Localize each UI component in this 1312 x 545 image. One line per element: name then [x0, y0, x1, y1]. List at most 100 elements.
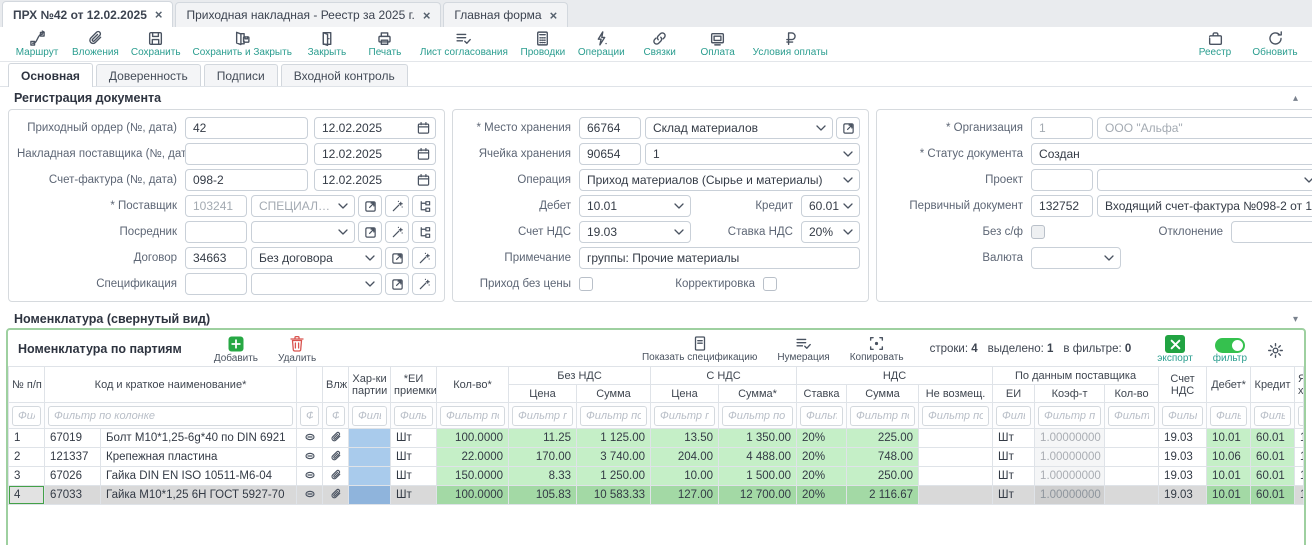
collapse-up-icon[interactable]: ▴ — [1292, 92, 1298, 104]
column-filter-input[interactable] — [1254, 405, 1292, 426]
credit-cell[interactable]: 60.01 — [1250, 447, 1296, 467]
column-filter-input[interactable] — [1108, 405, 1156, 426]
column-filter-input[interactable] — [512, 405, 574, 426]
column-filter-input[interactable] — [48, 405, 294, 426]
item-name-cell[interactable]: Болт М10*1,25-6g*40 по DIN 6921 — [99, 428, 298, 448]
copy-button[interactable]: Копировать — [840, 335, 914, 363]
vat-account-cell[interactable]: 19.03 — [1158, 466, 1208, 486]
supplier-qty-cell[interactable] — [1104, 447, 1160, 467]
col-header-vlzh[interactable]: Влж — [322, 366, 350, 403]
unit-cell[interactable]: Шт — [390, 428, 438, 448]
credit-cell[interactable]: 60.01 — [1250, 428, 1296, 448]
item-name-cell[interactable]: Крепежная пластина — [99, 447, 298, 467]
column-filter-input[interactable] — [326, 405, 346, 426]
schet-faktura-date-input[interactable] — [314, 169, 436, 191]
non-refund-cell[interactable] — [918, 466, 994, 486]
vat-account-select[interactable]: 19.03 — [579, 221, 691, 243]
open-record-button[interactable] — [385, 273, 409, 295]
debit-cell[interactable]: 10.01 — [1206, 466, 1252, 486]
vat-rate-cell[interactable]: 20% — [796, 428, 848, 448]
debit-select[interactable]: 10.01 — [579, 195, 691, 217]
column-filter-input[interactable] — [440, 405, 506, 426]
vat-account-cell[interactable]: 19.03 — [1158, 428, 1208, 448]
toggle-on-icon[interactable] — [1214, 337, 1245, 353]
закрыть-button[interactable]: Закрыть — [300, 29, 354, 59]
table-row[interactable]: 4 67033 Гайка М10*1,25 6Н ГОСТ 5927-70 Шт 10… — [8, 485, 1304, 505]
price-vat-cell[interactable]: 13.50 — [650, 428, 720, 448]
col-header-harki[interactable]: Хар-ки партии — [348, 366, 392, 403]
window-tab-0[interactable]: ПРХ №42 от 12.02.2025 × — [2, 1, 174, 27]
numbering-button[interactable]: Нумерация — [767, 335, 839, 363]
column-filter-input[interactable] — [12, 405, 41, 426]
обновить-button[interactable]: Обновить — [1248, 29, 1302, 59]
row-link-cell[interactable] — [296, 447, 324, 467]
specification-code-input[interactable] — [185, 273, 247, 295]
calendar-icon[interactable] — [417, 147, 430, 161]
supplier-select[interactable]: СПЕЦИАЛЬНЫЕ МАТЕРИАЛЫ ООО — [251, 195, 355, 217]
маршрут-button[interactable]: Маршрут — [10, 29, 64, 59]
open-record-button[interactable] — [385, 247, 409, 269]
form-tab-1[interactable]: Доверенность — [95, 64, 201, 86]
no-invoice-checkbox[interactable] — [1031, 225, 1046, 239]
attachment-cell[interactable] — [322, 428, 350, 448]
supplier-unit-cell[interactable]: Шт — [992, 466, 1036, 486]
лист-согласования-button[interactable]: Лист согласования — [416, 29, 512, 59]
item-name-cell[interactable]: Гайка М10*1,25 6Н ГОСТ 5927-70 — [99, 485, 298, 505]
col-header-yacheyka[interactable]: Ячейка хранения — [1294, 366, 1304, 403]
close-icon[interactable]: × — [422, 7, 431, 23]
col-header-kolvo[interactable]: Кол-во* — [436, 366, 510, 403]
sum-novat-cell[interactable]: 10 583.33 — [576, 485, 652, 505]
sum-vat-cell[interactable]: 12 700.00 — [718, 485, 798, 505]
storage-place-code-input[interactable] — [579, 117, 641, 139]
unit-cell[interactable]: Шт — [390, 466, 438, 486]
quantity-cell[interactable]: 22.0000 — [436, 447, 510, 467]
collapse-down-icon[interactable]: ▾ — [1292, 313, 1298, 325]
col-header-summa[interactable]: Сумма — [576, 384, 652, 403]
vat-sum-cell[interactable]: 225.00 — [846, 428, 920, 448]
sum-vat-cell[interactable]: 1 350.00 — [718, 428, 798, 448]
column-filter-input[interactable] — [800, 405, 844, 426]
storage-cell-cell[interactable]: 1 — [1294, 447, 1304, 467]
credit-select[interactable]: 60.01 — [801, 195, 861, 217]
column-filter-input[interactable] — [922, 405, 990, 426]
col-header-ei[interactable]: ЕИ — [992, 384, 1036, 403]
project-select[interactable] — [1097, 169, 1312, 191]
item-code-cell[interactable]: 121337 — [44, 447, 101, 467]
supplier-qty-cell[interactable] — [1104, 466, 1160, 486]
operation-select[interactable]: Приход материалов (Сырье и материалы) — [579, 169, 861, 191]
vat-rate-select[interactable]: 20% — [801, 221, 861, 243]
сохранить-и-закрыть-button[interactable]: Сохранить и Закрыть — [189, 29, 296, 59]
window-tab-1[interactable]: Приходная накладная - Реестр за 2025 г. × — [175, 2, 442, 27]
supplier-invoice-date-input[interactable] — [314, 143, 436, 165]
storage-cell-cell[interactable]: 1 — [1294, 485, 1304, 505]
sum-vat-cell[interactable]: 4 488.00 — [718, 447, 798, 467]
open-record-button[interactable] — [836, 117, 861, 139]
open-record-button[interactable] — [358, 195, 382, 217]
col-header-cena2[interactable]: Цена — [650, 384, 720, 403]
unit-cell[interactable]: Шт — [390, 447, 438, 467]
magic-wand-button[interactable] — [385, 221, 409, 243]
organization-code-input[interactable] — [1031, 117, 1094, 139]
batch-characteristics-cell[interactable] — [348, 466, 392, 486]
intermediary-code-input[interactable] — [185, 221, 247, 243]
magic-wand-button[interactable] — [412, 273, 436, 295]
organization-select[interactable]: ООО "Альфа" — [1097, 117, 1312, 139]
sum-novat-cell[interactable]: 1 250.00 — [576, 466, 652, 486]
correction-checkbox[interactable] — [763, 277, 777, 291]
price-vat-cell[interactable]: 127.00 — [650, 485, 720, 505]
intermediary-select[interactable] — [251, 221, 355, 243]
non-refund-cell[interactable] — [918, 485, 994, 505]
supplier-qty-cell[interactable] — [1104, 428, 1160, 448]
storage-cell-select[interactable]: 1 — [645, 143, 861, 165]
col-header-ei-priemki[interactable]: *ЕИ приемки — [390, 366, 438, 403]
magic-wand-button[interactable] — [385, 195, 409, 217]
vat-account-cell[interactable]: 19.03 — [1158, 485, 1208, 505]
item-code-cell[interactable]: 67019 — [44, 428, 101, 448]
debit-cell[interactable]: 10.01 — [1206, 485, 1252, 505]
window-tab-2[interactable]: Главная форма × — [443, 2, 569, 27]
оплата-button[interactable]: Оплата — [691, 29, 745, 59]
сохранить-button[interactable]: Сохранить — [127, 29, 185, 59]
storage-cell-cell[interactable]: 1 — [1294, 466, 1304, 486]
export-excel-button[interactable]: экспорт — [1147, 334, 1203, 364]
batch-characteristics-cell[interactable] — [348, 428, 392, 448]
